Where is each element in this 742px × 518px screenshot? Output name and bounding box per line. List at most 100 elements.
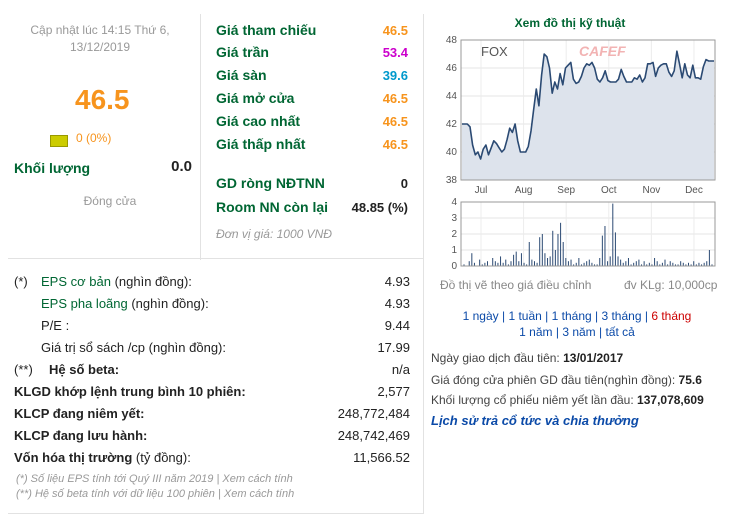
change-indicator-icon: [50, 135, 68, 147]
volume-tick-label: 3: [451, 213, 457, 224]
period-1-year[interactable]: 1 năm: [519, 325, 553, 339]
period-3-years[interactable]: 3 năm: [562, 325, 596, 339]
fund-value: 17.99: [377, 340, 410, 355]
fund-suffix: (nghìn đồng):: [110, 274, 192, 289]
period-1-week[interactable]: 1 tuần: [508, 309, 542, 323]
fund-label: EPS pha loãng: [41, 296, 128, 311]
technical-chart-link[interactable]: Xem đồ thị kỹ thuật: [514, 16, 626, 30]
fund-row-listed-shares: KLCP đang niêm yết: 248,772,484: [14, 406, 410, 428]
foreign-room-label: Room NN còn lại: [216, 199, 329, 215]
period-6-months[interactable]: 6 tháng: [651, 309, 692, 323]
price-change: 0 (0%): [76, 131, 112, 145]
foreign-net-value: 0: [400, 176, 408, 191]
price-label-reference: Giá tham chiếu: [216, 22, 317, 38]
first-close-price: Giá đóng cửa phiên GD đầu tiên(nghìn đồn…: [431, 373, 702, 387]
price-label-open: Giá mở cửa: [216, 90, 295, 106]
fund-row-pe: P/E : 9.44: [14, 318, 410, 340]
fund-value: 4.93: [384, 296, 410, 311]
month-tick-label: Jul: [475, 185, 488, 196]
period-1-day[interactable]: 1 ngày: [462, 309, 499, 323]
divider-left: [200, 14, 201, 260]
first-listed-volume: Khối lượng cổ phiếu niêm yết lần đầu: 13…: [431, 393, 704, 407]
ticker-label: FOX: [481, 44, 508, 59]
fund-row-avg-volume: KLGD khớp lệnh trung bình 10 phiên: 2,57…: [14, 384, 410, 406]
month-tick-label: Dec: [685, 185, 703, 196]
fund-value: 2,577: [377, 384, 410, 399]
price-label-ceiling: Giá trần: [216, 44, 269, 60]
fund-suffix: (nghìn đồng):: [127, 296, 209, 311]
fund-label: Vốn hóa thị trường: [14, 450, 133, 465]
fund-value: 11,566.52: [353, 450, 410, 465]
volume-value: 0.0: [171, 158, 192, 175]
month-tick-label: Aug: [515, 185, 533, 196]
price-tick-label: 48: [446, 35, 458, 46]
fund-label: EPS cơ bản: [41, 274, 111, 289]
fund-suffix: (tỷ đồng):: [132, 450, 191, 465]
fund-row-market-cap: Vốn hóa thị trường (tỷ đồng): 11,566.52: [14, 450, 410, 472]
period-3-months[interactable]: 3 tháng: [601, 309, 642, 323]
volume-tick-label: 2: [451, 229, 457, 240]
update-time: Cập nhật lúc 14:15 Thứ 6, 13/12/2019: [30, 23, 170, 54]
session-status: Đóng cửa: [83, 194, 137, 208]
divider-bottom: [8, 513, 423, 514]
volume-tick-label: 1: [451, 245, 457, 256]
price-value-ceiling: 53.4: [382, 45, 408, 60]
fund-row-eps-diluted: EPS pha loãng (nghìn đồng): 4.93: [14, 296, 410, 318]
price-label-low: Giá thấp nhất: [216, 136, 306, 152]
fund-prefix: (**): [14, 362, 33, 377]
fund-prefix: (*): [14, 274, 28, 289]
price-series: FOX CAFEF: [462, 43, 714, 181]
price-area: [462, 51, 714, 181]
month-tick-label: Sep: [557, 185, 575, 196]
month-tick-label: Oct: [601, 185, 617, 196]
fundamentals-table: (*) EPS cơ bản (nghìn đồng): 4.93 EPS ph…: [14, 274, 410, 472]
volume-bars: [463, 203, 713, 266]
divider-chart: [423, 14, 424, 514]
first-volume-label: Khối lượng cổ phiếu niêm yết lần đầu:: [431, 393, 634, 407]
footnotes: (*) Số liệu EPS tính tới Quý III năm 201…: [16, 472, 294, 502]
eps-note[interactable]: (*) Số liệu EPS tính tới Quý III năm 201…: [16, 473, 293, 485]
first-trade-label: Ngày giao dịch đầu tiên:: [431, 351, 560, 365]
dividend-history-link[interactable]: Lịch sử trả cổ tức và chia thưởng: [431, 413, 639, 428]
fund-value: 248,742,469: [337, 428, 410, 443]
period-selector: 1 ngày | 1 tuần | 1 tháng | 3 tháng | 6 …: [462, 309, 692, 339]
price-value-low: 46.5: [382, 137, 408, 152]
fund-row-beta: (**) Hệ số beta: n/a: [14, 362, 410, 384]
price-value-reference: 46.5: [382, 23, 408, 38]
fund-row-outstanding-shares: KLCP đang lưu hành: 248,742,469: [14, 428, 410, 450]
beta-note[interactable]: (**) Hệ số beta tính với dữ liệu 100 phi…: [16, 488, 295, 500]
foreign-room-value: 48.85 (%): [351, 200, 408, 215]
current-price: 46.5: [75, 84, 130, 115]
fund-suffix: (nghìn đồng):: [145, 340, 226, 355]
chart-adjusted-note: Đồ thị vẽ theo giá điều chỉnh: [440, 278, 592, 292]
first-trade-value: 13/01/2017: [563, 351, 624, 365]
volume-label: Khối lượng: [14, 160, 91, 176]
volume-frame: [460, 201, 716, 267]
price-unit-note: Đơn vị giá: 1000 VNĐ: [216, 227, 332, 241]
price-tick-label: 46: [446, 63, 458, 74]
price-label-high: Giá cao nhất: [216, 113, 301, 129]
fund-value: n/a: [391, 362, 410, 377]
period-all[interactable]: tất cả: [605, 325, 635, 339]
fund-row-book-value: Giá trị sổ sách /cp (nghìn đồng): 17.99: [14, 340, 410, 362]
period-1-month[interactable]: 1 tháng: [551, 309, 592, 323]
fund-value: 9.44: [384, 318, 410, 333]
volume-unit-note: đv KLg: 10,000cp: [624, 278, 718, 292]
price-tick-label: 42: [446, 119, 458, 130]
price-tick-label: 44: [446, 91, 458, 102]
divider-fundamentals: [8, 258, 423, 259]
fund-label: P/E :: [41, 318, 70, 333]
price-line: [462, 50, 714, 160]
price-value-floor: 39.6: [382, 68, 408, 83]
fund-label: KLCP đang niêm yết:: [14, 406, 145, 421]
fund-value: 4.93: [384, 274, 410, 289]
fund-value: 248,772,484: [337, 406, 410, 421]
fund-label: Giá trị sổ sách /cp: [41, 340, 146, 355]
cafef-logo: CAFEF: [579, 43, 626, 59]
price-volume-chart[interactable]: FOX CAFEF 48 46 44 42 40 38 4 3 2 1 0 Jul Aug Sep Oct No…: [427, 32, 727, 272]
price-tick-label: 40: [446, 147, 458, 158]
first-close-label: Giá đóng cửa phiên GD đầu tiên(nghìn đồn…: [431, 373, 676, 387]
price-tick-label: 38: [446, 175, 458, 186]
price-value-open: 46.5: [382, 91, 408, 106]
volume-tick-label: 4: [451, 197, 457, 208]
